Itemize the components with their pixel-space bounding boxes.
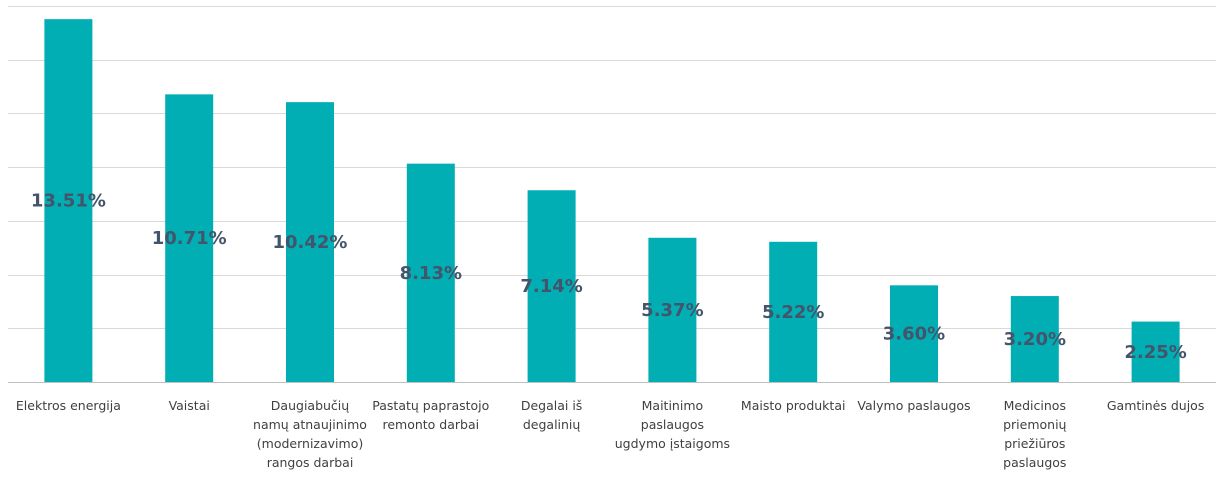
data-label-9: 2.25% xyxy=(1124,342,1186,363)
data-label-8: 3.20% xyxy=(1004,329,1066,350)
data-label-6: 5.22% xyxy=(762,302,824,323)
data-label-1: 10.71% xyxy=(152,228,227,249)
bars xyxy=(44,19,1180,383)
category-label-2-line-2: (modernizavimo) xyxy=(257,436,363,451)
data-label-0: 13.51% xyxy=(31,191,106,212)
bar-9 xyxy=(1131,321,1180,382)
bar-7 xyxy=(890,285,938,382)
data-label-2: 10.42% xyxy=(273,232,348,253)
bar-0 xyxy=(44,19,93,382)
data-labels: 13.51% 10.71% 10.42% 8.13% 7.14% 5.37% 5.22% 3.… xyxy=(31,191,1187,363)
bar-4 xyxy=(527,190,576,382)
category-label-2-line-3: rangos darbai xyxy=(267,455,354,470)
category-label-4-line-1: degalinių xyxy=(523,417,581,432)
category-label-8-line-0: Medicinos xyxy=(1004,398,1066,413)
category-labels: Elektros energija Vaistai Daugiabučių namų … xyxy=(16,398,1204,470)
category-label-9-line-0: Gamtinės dujos xyxy=(1107,398,1205,413)
category-label-8-line-2: priežiūros xyxy=(1004,436,1065,451)
category-label-8-line-1: priemonių xyxy=(1003,417,1066,432)
data-label-4: 7.14% xyxy=(520,276,582,297)
bar-3 xyxy=(406,163,455,382)
bar-1 xyxy=(165,94,214,383)
category-label-4-line-0: Degalai iš xyxy=(521,398,582,413)
category-label-3-line-1: remonto darbai xyxy=(382,417,479,432)
category-label-2-line-0: Daugiabučių xyxy=(271,398,349,413)
category-label-5-line-1: paslaugos xyxy=(641,417,704,432)
bar-6 xyxy=(769,241,818,382)
category-label-0-line-0: Elektros energija xyxy=(16,398,121,413)
bar-2 xyxy=(286,102,334,383)
category-label-2-line-1: namų atnaujinimo xyxy=(253,417,367,432)
data-label-7: 3.60% xyxy=(883,324,945,345)
category-label-6-line-0: Maisto produktai xyxy=(741,398,846,413)
data-label-5: 5.37% xyxy=(641,300,703,321)
category-label-3-line-0: Pastatų paprastojo xyxy=(372,398,489,413)
category-label-7-line-0: Valymo paslaugos xyxy=(857,398,970,413)
bar-8 xyxy=(1010,296,1059,382)
data-label-3: 8.13% xyxy=(400,263,462,284)
bar-5 xyxy=(648,237,697,382)
category-label-8-line-3: paslaugos xyxy=(1003,455,1066,470)
category-label-5-line-0: Maitinimo xyxy=(642,398,704,413)
category-label-1-line-0: Vaistai xyxy=(169,398,210,413)
category-label-5-line-2: ugdymo įstaigoms xyxy=(615,436,730,451)
